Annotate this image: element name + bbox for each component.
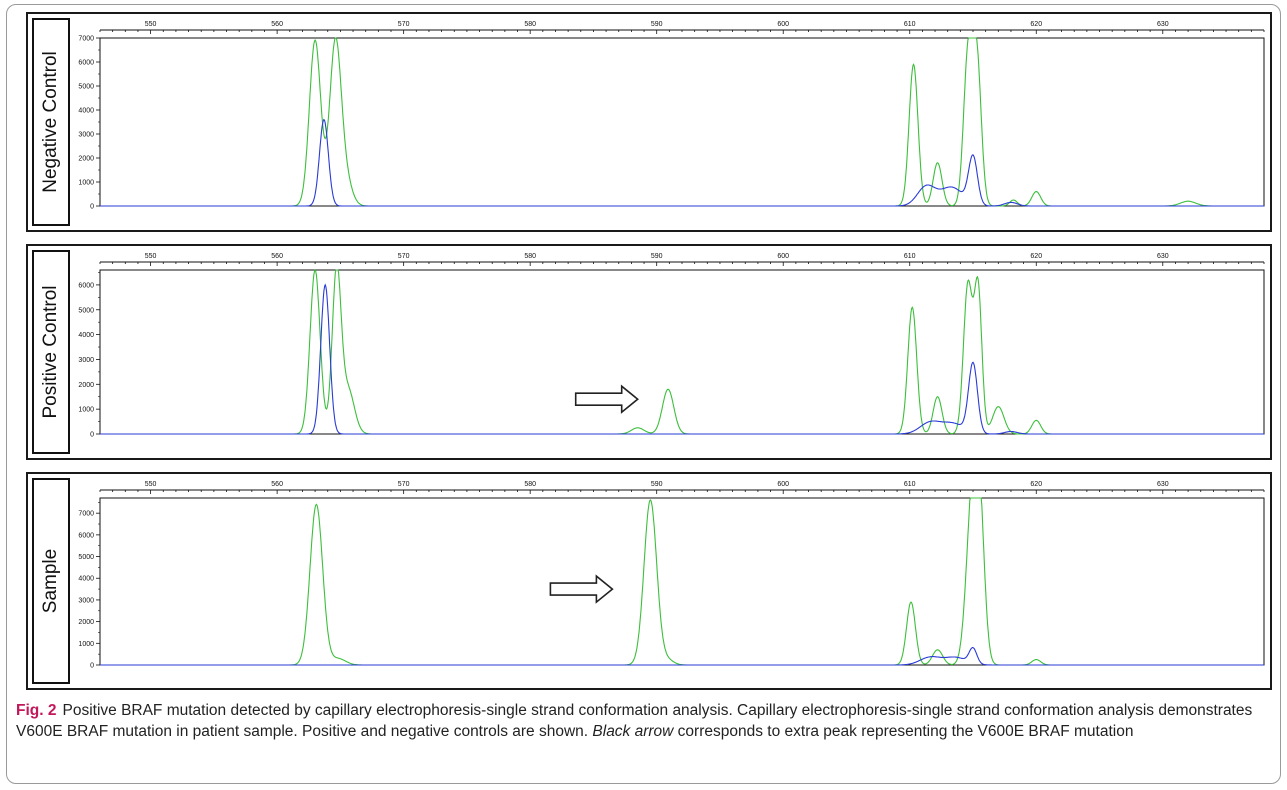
x-tick-label: 560	[271, 21, 283, 28]
figure-label: Fig. 2	[16, 702, 57, 719]
y-tick-label: 3000	[78, 132, 94, 139]
y-tick-label: 4000	[78, 108, 94, 115]
x-tick-label: 590	[651, 253, 663, 260]
y-tick-label: 2000	[78, 382, 94, 389]
x-tick-label: 610	[904, 21, 916, 28]
trace-blue	[100, 283, 1264, 435]
electropherogram-positive-control: 550 560 570 580 590 600 610 620 630 0 1000 2000 3000…	[78, 253, 1265, 439]
electropherogram-sample: 550 560 570 580 590 600 610 620 630 0 1000 2000 3000…	[78, 481, 1265, 670]
x-tick-label: 630	[1157, 481, 1169, 488]
x-tick-label: 580	[524, 21, 536, 28]
y-tick-label: 5000	[78, 84, 94, 91]
x-tick-label: 600	[777, 481, 789, 488]
plot-area	[99, 37, 1265, 207]
x-tick-label: 600	[777, 21, 789, 28]
y-tick-label: 1000	[78, 641, 94, 648]
x-tick-label: 570	[398, 21, 410, 28]
y-tick-label: 6000	[78, 532, 94, 539]
plot-area	[99, 497, 1265, 666]
panel-label-box: Sample	[32, 478, 70, 684]
x-tick-label: 610	[904, 481, 916, 488]
x-tick-label: 620	[1030, 21, 1042, 28]
mutation-arrow-icon	[549, 574, 614, 604]
y-tick-label: 5000	[78, 554, 94, 561]
x-tick-label: 550	[145, 481, 157, 488]
y-tick-label: 7000	[78, 36, 94, 43]
y-tick-label: 3000	[78, 357, 94, 364]
trace-green	[100, 37, 1264, 207]
y-tick-label: 2000	[78, 619, 94, 626]
y-tick-label: 0	[90, 663, 94, 670]
trace-green	[100, 268, 1264, 435]
x-tick-label: 590	[651, 481, 663, 488]
x-tick-label: 620	[1030, 253, 1042, 260]
y-tick-label: 4000	[78, 332, 94, 339]
x-tick-label: 630	[1157, 253, 1169, 260]
x-tick-label: 550	[145, 21, 157, 28]
panel-label-box: Negative Control	[32, 18, 70, 226]
y-tick-label: 0	[90, 204, 94, 211]
caption-italic-text: Black arrow	[592, 723, 674, 740]
x-tick-label: 590	[651, 21, 663, 28]
x-tick-label: 570	[398, 253, 410, 260]
panel-sample: Sample 550 560 570 580 590 600 610 620 630 0 1000 2…	[26, 472, 1272, 690]
y-tick-label: 7000	[78, 511, 94, 518]
mutation-arrow-icon	[574, 384, 639, 414]
y-tick-label: 2000	[78, 156, 94, 163]
x-tick-label: 560	[271, 253, 283, 260]
panel-label-box: Positive Control	[32, 250, 70, 454]
panel-label-positive-control: Positive Control	[40, 285, 61, 419]
x-tick-label: 580	[524, 481, 536, 488]
electropherogram-negative-control: 550 560 570 580 590 600 610 620 630 0 1000 2000 3000…	[78, 21, 1265, 211]
y-tick-label: 5000	[78, 307, 94, 314]
x-tick-label: 580	[524, 253, 536, 260]
plot-area	[99, 269, 1265, 435]
trace-green	[100, 497, 1264, 666]
trace-blue	[100, 647, 1264, 666]
y-tick-label: 4000	[78, 576, 94, 583]
y-tick-label: 3000	[78, 597, 94, 604]
x-tick-label: 630	[1157, 21, 1169, 28]
panel-negative-control: Negative Control 550 560 570 580 590 600 610 62…	[26, 12, 1272, 232]
caption-text: Positive BRAF mutation detected by capil…	[16, 702, 1253, 740]
x-tick-label: 610	[904, 253, 916, 260]
panel-label-negative-control: Negative Control	[40, 51, 61, 193]
caption-text-end: corresponds to extra peak representing t…	[673, 723, 1134, 740]
x-tick-label: 560	[271, 481, 283, 488]
x-tick-label: 600	[777, 253, 789, 260]
figure-caption: Fig. 2 Positive BRAF mutation detected by…	[16, 700, 1266, 742]
y-tick-label: 0	[90, 432, 94, 439]
x-tick-label: 570	[398, 481, 410, 488]
panel-label-sample: Sample	[40, 548, 61, 614]
y-tick-label: 6000	[78, 60, 94, 67]
panel-positive-control: Positive Control 550 560 570 580 590 600 610 62…	[26, 244, 1272, 460]
y-tick-label: 1000	[78, 180, 94, 187]
x-tick-label: 550	[145, 253, 157, 260]
trace-blue	[100, 118, 1264, 207]
y-tick-label: 6000	[78, 282, 94, 289]
x-tick-label: 620	[1030, 481, 1042, 488]
y-tick-label: 1000	[78, 407, 94, 414]
